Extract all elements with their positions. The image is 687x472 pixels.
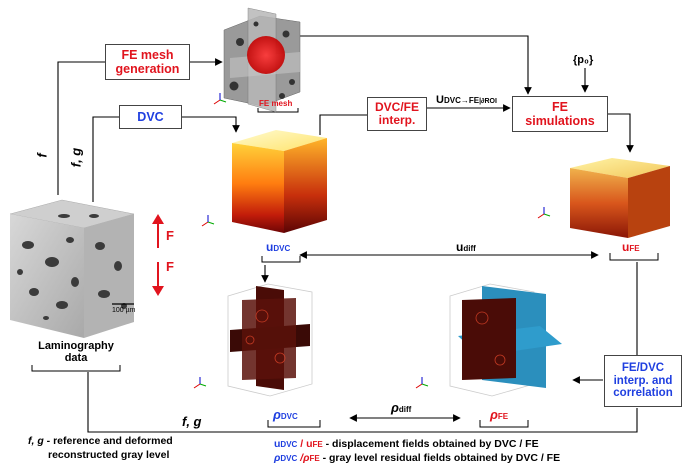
rho-diff-label: ρdiff — [391, 400, 412, 415]
p0-label: {p₀} — [573, 54, 594, 66]
dvc-box: DVC — [119, 105, 182, 129]
u-fe-label: uFE — [622, 240, 640, 254]
dvc-fe-interp-box: DVC/FE interp. — [367, 97, 427, 131]
u-dvc-label: uDVC — [266, 240, 291, 254]
dvc-displacement-cube — [232, 130, 327, 233]
u-dvc-fe-roi-label: UDVC→FE|∂ROI — [436, 94, 497, 106]
force-arrows — [152, 214, 164, 296]
label-brackets — [31, 108, 659, 428]
fe-simulations-box: FE simulations — [512, 96, 608, 132]
f-label: f — [34, 153, 50, 158]
legend-fg-line2: reconstructed gray level — [48, 449, 170, 461]
rho-dvc-label: ρDVC — [273, 407, 298, 422]
fe-displacement-cube — [570, 158, 670, 238]
rho-fe-label: ρFE — [490, 407, 509, 422]
fe-mesh-image — [223, 7, 301, 113]
legend-fg: f, g - reference and deformed — [28, 435, 173, 447]
axis-triads — [193, 93, 551, 389]
u-diff-label: udiff — [456, 240, 476, 254]
rho-fe-residual-image — [449, 283, 562, 397]
legend-u: uDVC / uFE - displacement fields obtaine… — [274, 438, 539, 450]
rho-dvc-residual-image — [227, 283, 313, 397]
fe-mesh-generation-box: FE mesh generation — [105, 44, 190, 80]
scale-bar-label: 100 µm — [112, 307, 136, 314]
laminography-data-title: Laminography data — [38, 340, 114, 364]
laminography-cube — [9, 199, 135, 338]
fe-mesh-label: FE mesh — [259, 99, 293, 108]
f-g-label: f, g — [68, 147, 84, 168]
force-label-bottom: F — [166, 259, 174, 274]
connector-lines — [57, 35, 638, 433]
fe-dvc-interp-correlation-box: FE/DVC interp. and correlation — [604, 355, 682, 407]
legend-rho: ρDVC /ρFE - gray level residual fields o… — [274, 452, 561, 464]
force-label-top: F — [166, 228, 174, 243]
f-g-bottom-label: f, g — [182, 414, 202, 429]
